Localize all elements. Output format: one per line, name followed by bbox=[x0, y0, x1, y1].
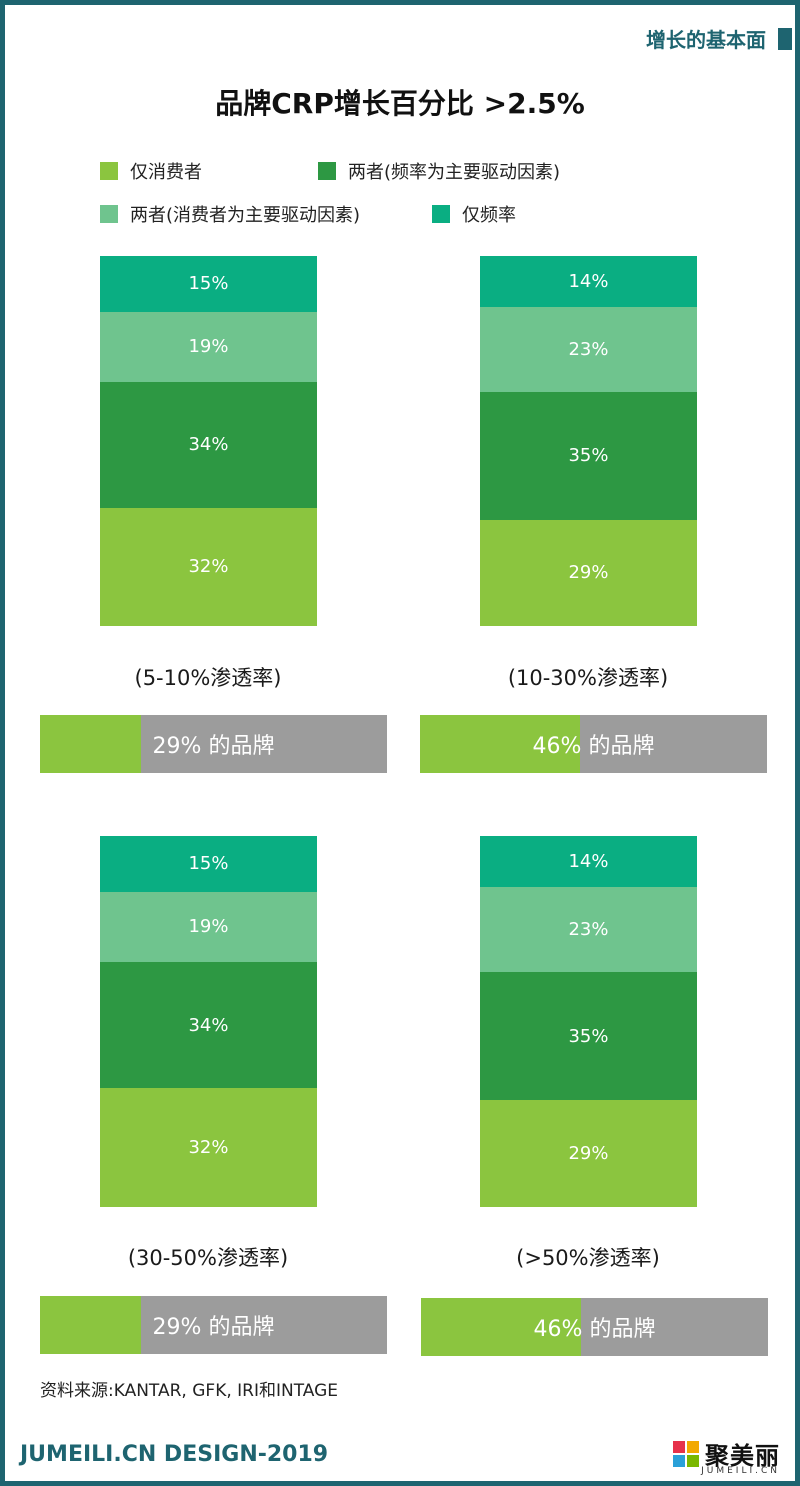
brand-share-label: 46% 的品牌 bbox=[532, 734, 655, 759]
bar-segment-consumer-only: 32% bbox=[100, 1088, 317, 1207]
bar-segment-both-frequency: 34% bbox=[100, 962, 317, 1089]
source-note: 资料来源:KANTAR, GFK, IRI和INTAGE bbox=[40, 1381, 339, 1401]
panel-caption: (5-10%渗透率) bbox=[134, 666, 282, 690]
bar-segment-both-consumer: 19% bbox=[100, 311, 317, 382]
bar-segment-consumer-only: 29% bbox=[480, 519, 697, 626]
bar-segment-both-consumer: 19% bbox=[100, 891, 317, 963]
chart-title: 品牌CRP增长百分比 >2.5% bbox=[215, 87, 585, 120]
section-tag: 增长的基本面 bbox=[646, 24, 792, 53]
bar-segment-frequency-only: 14% bbox=[480, 836, 697, 888]
bar-segment-frequency-only: 15% bbox=[100, 836, 317, 892]
legend-label: 仅频率 bbox=[462, 205, 516, 226]
bar-segment-consumer-only: 29% bbox=[480, 1100, 697, 1207]
bar-segment-frequency-only: 14% bbox=[480, 256, 697, 308]
panel-caption: (30-50%渗透率) bbox=[127, 1246, 289, 1270]
brand-share-label: 29% 的品牌 bbox=[152, 1315, 275, 1340]
legend-swatch bbox=[432, 205, 450, 223]
brand-share-bar: 29% 的品牌 bbox=[40, 1296, 387, 1354]
footer-logo: 聚美丽 JUMEILI.CN bbox=[673, 1436, 780, 1476]
stacked-bar-panel-1: 32% 34% 19% 15% bbox=[100, 256, 317, 626]
logo-icon bbox=[673, 1440, 699, 1467]
panel-caption: (>50%渗透率) bbox=[516, 1246, 660, 1270]
legend-label: 两者(消费者为主要驱动因素) bbox=[130, 205, 361, 226]
stacked-bar-panel-4: 29% 35% 23% 14% bbox=[480, 836, 697, 1207]
legend-label: 两者(频率为主要驱动因素) bbox=[348, 162, 561, 183]
logo-name: 聚美丽 bbox=[705, 1442, 780, 1470]
section-tag-label: 增长的基本面 bbox=[646, 28, 766, 52]
brand-share-fill bbox=[40, 1296, 141, 1354]
brand-share-fill bbox=[421, 1298, 581, 1356]
footer-brand-text: JUMEILI.CN DESIGN-2019 bbox=[20, 1442, 329, 1467]
brand-share-bar: 29% 的品牌 bbox=[40, 715, 387, 773]
logo-subtitle: JUMEILI.CN bbox=[701, 1466, 780, 1476]
stacked-bar-panel-3: 32% 34% 19% 15% bbox=[100, 836, 317, 1207]
brand-share-fill bbox=[40, 715, 141, 773]
brand-share-bar: 46% 的品牌 bbox=[421, 1298, 768, 1356]
brand-share-label: 46% 的品牌 bbox=[533, 1317, 656, 1342]
brand-share-bar: 46% 的品牌 bbox=[420, 715, 767, 773]
bar-segment-both-consumer: 23% bbox=[480, 307, 697, 392]
brand-share-fill bbox=[420, 715, 580, 773]
brand-share-label: 29% 的品牌 bbox=[152, 734, 275, 759]
legend-label: 仅消费者 bbox=[130, 162, 202, 183]
section-tag-bar bbox=[778, 27, 792, 50]
legend-item-frequency-only: 仅频率 bbox=[432, 201, 516, 227]
bar-segment-frequency-only: 15% bbox=[100, 256, 317, 312]
panel-caption: (10-30%渗透率) bbox=[507, 666, 669, 690]
bar-segment-consumer-only: 32% bbox=[100, 507, 317, 626]
legend-item-consumer-only: 仅消费者 bbox=[100, 158, 202, 184]
legend-swatch bbox=[100, 205, 118, 223]
legend-item-both-consumer: 两者(消费者为主要驱动因素) bbox=[100, 201, 360, 227]
legend-swatch bbox=[100, 162, 118, 180]
bar-segment-both-frequency: 35% bbox=[480, 971, 697, 1101]
bar-segment-both-frequency: 35% bbox=[480, 391, 697, 520]
legend-item-both-frequency: 两者(频率为主要驱动因素) bbox=[318, 158, 560, 184]
bar-segment-both-consumer: 23% bbox=[480, 887, 697, 972]
bar-segment-both-frequency: 34% bbox=[100, 381, 317, 508]
stacked-bar-panel-2: 29% 35% 23% 14% bbox=[480, 256, 697, 626]
legend-swatch bbox=[318, 162, 336, 180]
